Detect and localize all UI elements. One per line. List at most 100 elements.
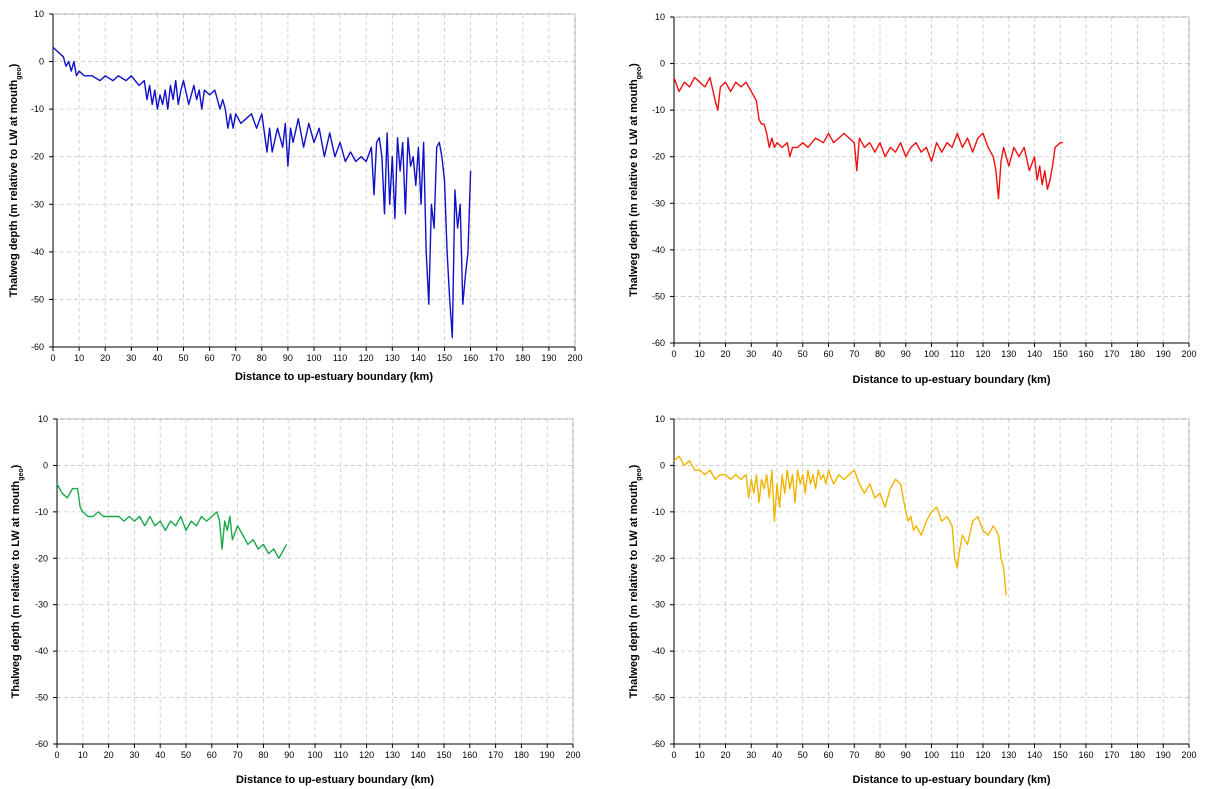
x-tick-label: 70 [849,750,859,760]
x-tick-label: 10 [78,750,88,760]
x-tick-label: 190 [540,750,555,760]
y-tick-label: -40 [652,646,665,656]
y-tick-label: -30 [652,600,665,610]
x-tick-label: 20 [104,750,114,760]
x-tick-label: 50 [798,349,808,359]
x-tick-label: 80 [875,750,885,760]
x-tick-label: 0 [671,349,676,359]
y-tick-label: -40 [652,245,665,255]
x-axis-title: Distance to up-estuary boundary (km) [852,374,1050,386]
x-tick-label: 80 [257,353,267,363]
chart-panel-top-left: 0 10 20 30 40 50 60 70 80 90 100 110 120 130 140 150 160… [8,9,583,383]
x-tick-label: 140 [1027,750,1042,760]
series-line [56,483,288,559]
x-tick-label: 170 [1104,750,1119,760]
x-tick-label: 40 [772,349,782,359]
x-tick-label: 190 [1156,750,1171,760]
y-tick-label: -10 [35,507,48,517]
y-tick-label: 0 [660,59,665,69]
x-tick-label: 160 [463,353,478,363]
y-tick-label: -60 [652,338,665,348]
x-tick-label: 100 [307,750,322,760]
y-axis-title: Thalweg depth (m relative to LW at mouth… [628,464,643,698]
y-axis-title-subscript: geo [636,468,643,480]
x-tick-label: 130 [1001,349,1016,359]
x-tick-label: 200 [565,750,580,760]
x-tick-label: 190 [541,353,556,363]
x-tick-label: 40 [772,750,782,760]
series-line [52,46,472,339]
x-tick-label: 90 [283,353,293,363]
y-tick-label: -20 [35,553,48,563]
y-tick-label: -60 [31,342,44,352]
x-tick-label: 200 [1181,750,1196,760]
x-tick-label: 70 [849,349,859,359]
x-tick-label: 120 [975,349,990,359]
x-tick-label: 70 [233,750,243,760]
y-axis-title: Thalweg depth (m relative to LW at mouth… [8,63,23,297]
y-axis-title-subscript: geo [18,468,25,480]
y-tick-label: -40 [35,646,48,656]
y-axis-title-subscript: geo [636,67,643,79]
x-tick-label: 10 [695,750,705,760]
x-tick-label: 40 [152,353,162,363]
x-tick-label: 60 [823,750,833,760]
x-tick-label: 110 [333,353,347,363]
x-tick-label: 150 [437,353,452,363]
x-tick-label: 40 [155,750,165,760]
y-axis-title-subscript: geo [16,67,23,79]
series-line [673,76,1063,200]
y-axis-title-main: Thalweg depth (m relative to LW at mouth [628,79,640,297]
x-tick-label: 0 [50,353,55,363]
x-tick-label: 80 [875,349,885,359]
x-tick-label: 90 [284,750,294,760]
x-tick-label: 130 [385,353,400,363]
x-tick-label: 160 [1078,349,1093,359]
x-tick-label: 170 [488,750,503,760]
x-tick-label: 170 [1104,349,1119,359]
y-tick-label: -10 [31,104,44,114]
x-tick-label: 30 [129,750,139,760]
x-tick-label: 90 [901,349,911,359]
chart-panel-bottom-left: 0 10 20 30 40 50 60 70 80 90 100 110 120 130 140 150 160… [10,414,581,786]
x-tick-label: 110 [334,750,348,760]
x-tick-label: 10 [695,349,705,359]
x-tick-label: 20 [720,349,730,359]
x-tick-label: 140 [411,750,426,760]
x-tick-label: 140 [1027,349,1042,359]
x-tick-label: 60 [205,353,215,363]
x-tick-label: 180 [514,750,529,760]
y-tick-label: -50 [35,693,48,703]
y-tick-label: -50 [652,693,665,703]
y-axis-title: Thalweg depth (m relative to LW at mouth… [628,63,643,297]
y-tick-label: -20 [652,152,665,162]
y-axis-title-close: ) [628,464,640,468]
x-tick-label: 190 [1156,349,1171,359]
x-tick-label: 120 [359,750,374,760]
y-tick-label: -30 [31,199,44,209]
x-tick-label: 110 [950,349,964,359]
x-tick-label: 10 [74,353,84,363]
y-tick-label: 0 [39,57,44,67]
y-tick-label: -10 [652,105,665,115]
y-tick-label: 0 [43,460,48,470]
x-tick-label: 50 [181,750,191,760]
x-tick-label: 140 [411,353,426,363]
y-tick-label: 10 [38,414,48,424]
x-tick-label: 80 [258,750,268,760]
y-axis-title-close: ) [10,464,22,468]
x-tick-label: 160 [1078,750,1093,760]
y-tick-label: 10 [34,9,44,19]
chart-panel-bottom-right: 0 10 20 30 40 50 60 70 80 90 100 110 120 130 140 150 160… [628,414,1197,786]
x-tick-label: 130 [1001,750,1016,760]
x-tick-label: 0 [671,750,676,760]
y-axis-title-main: Thalweg depth (m relative to LW at mouth [628,481,640,699]
y-tick-label: 10 [655,12,665,22]
x-tick-label: 20 [100,353,110,363]
y-tick-label: -50 [31,294,44,304]
x-axis-title: Distance to up-estuary boundary (km) [852,774,1050,786]
x-tick-label: 50 [798,750,808,760]
y-tick-label: 0 [660,460,665,470]
x-tick-label: 150 [1053,750,1068,760]
x-tick-label: 30 [746,750,756,760]
